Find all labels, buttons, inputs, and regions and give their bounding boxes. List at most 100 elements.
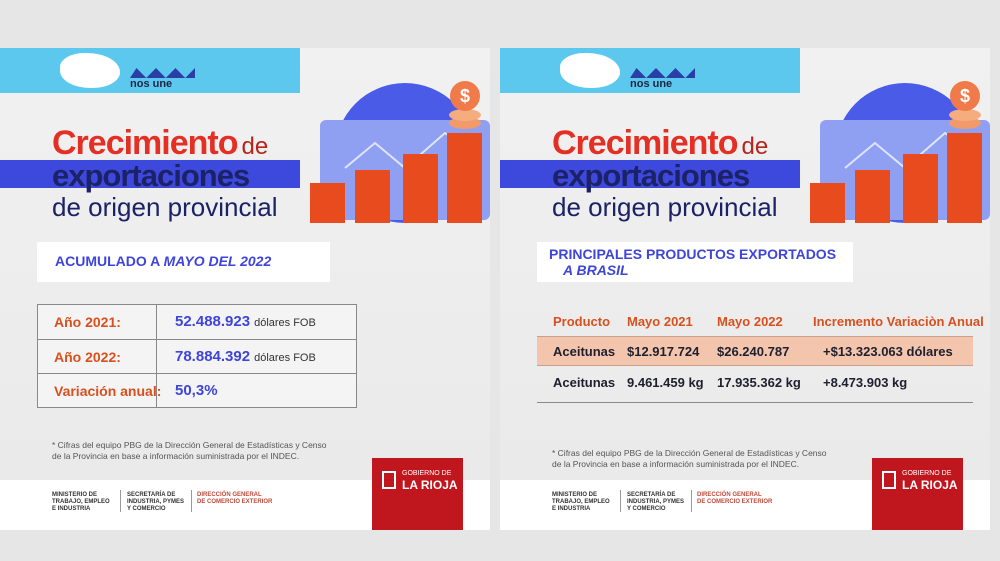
table-row: Año 2022: 78.884.392 dólares FOB <box>38 339 356 374</box>
gov-line-1: GOBIERNO DE <box>902 470 952 477</box>
amount: 52.488.923 <box>175 313 251 330</box>
panel: nos une $ Crecimiento de exportaciones de ori… <box>500 48 990 530</box>
gov-mark <box>882 471 896 489</box>
cell: 9.461.459 kg <box>627 375 704 390</box>
islands-logo <box>560 53 620 88</box>
footer-line: INDUSTRIA, PYMES <box>627 499 685 505</box>
chart-illustration: $ <box>310 81 490 223</box>
subtitle-lead: PRINCIPALES PRODUCTOS EXPORTADOS <box>549 246 837 262</box>
footer-line: SECRETARÍA DE <box>627 492 676 498</box>
table-row: Aceitunas 9.461.459 kg 17.935.362 kg +8.473… <box>537 368 973 398</box>
cell: $26.240.787 <box>717 344 790 359</box>
gov-line-2: LA RIOJA <box>902 478 958 492</box>
subtitle-box: ACUMULADO A MAYO DEL 2022 <box>37 242 330 282</box>
svg-text:$: $ <box>960 86 970 106</box>
footer-line: TRABAJO, EMPLEO <box>52 499 110 505</box>
footer-line: E INDUSTRIA <box>52 506 91 512</box>
title-connector: de <box>241 133 269 160</box>
footer-secretariat: SECRETARÍA DE INDUSTRIA, PYMES Y COMERCIO <box>627 492 684 513</box>
header-band <box>0 48 300 93</box>
cell: Aceitunas <box>553 375 616 390</box>
table-row: Aceitunas $12.917.724 $26.240.787 +$13.323.… <box>537 336 973 366</box>
footer-line: INDUSTRIA, PYMES <box>127 499 185 505</box>
title-line-3: de origen provincial <box>552 192 778 222</box>
footer-direction: DIRECCIÓN GENERAL DE COMERCIO EXTERIOR <box>697 492 772 506</box>
footnote: * Cifras del equipo PBG de la Dirección … <box>552 448 827 470</box>
cell: Aceitunas <box>553 344 616 359</box>
data-table: Año 2021: 52.488.923 dólares FOB Año 2022: 7… <box>37 304 357 408</box>
row-value: 78.884.392 dólares FOB <box>175 348 316 366</box>
slogan: nos une <box>630 78 673 90</box>
header-band <box>500 48 800 93</box>
table-header: Producto Mayo 2021 Mayo 2022 Incremento Var… <box>537 308 984 336</box>
cell: $12.917.724 <box>627 344 700 359</box>
footer-line: Y COMERCIO <box>127 506 166 512</box>
data-table: Producto Mayo 2021 Mayo 2022 Incremento Var… <box>537 308 984 403</box>
footer-line: SECRETARÍA DE <box>127 492 176 498</box>
subtitle-box: PRINCIPALES PRODUCTOS EXPORTADOS A BRASIL <box>537 242 853 282</box>
footer-ministry: MINISTERIO DE TRABAJO, EMPLEO E INDUSTRIA <box>52 492 110 513</box>
gov-line-1: GOBIERNO DE <box>402 470 452 477</box>
gov-mark <box>382 471 396 489</box>
header-cell: Producto <box>553 314 611 329</box>
footer-direction: DIRECCIÓN GENERAL DE COMERCIO EXTERIOR <box>197 492 272 506</box>
footer-divider <box>620 490 621 512</box>
title-line-3: de origen provincial <box>52 192 278 222</box>
unit: dólares FOB <box>254 352 316 364</box>
col-divider <box>156 374 157 408</box>
government-logo: GOBIERNO DE LA RIOJA <box>872 458 963 530</box>
header-cell: Incremento Variaciòn Anual <box>813 314 984 329</box>
footer-line: E INDUSTRIA <box>552 506 591 512</box>
footnote-line: * Cifras del equipo PBG de la Dirección … <box>552 448 827 458</box>
header-cell: Mayo 2022 <box>717 314 783 329</box>
gov-line-2: LA RIOJA <box>402 478 458 492</box>
panel: nos une $ Crecimiento de exportaciones de ori… <box>0 48 490 530</box>
subtitle-emphasis: MAYO DEL 2022 <box>163 253 272 269</box>
footer-secretariat: SECRETARÍA DE INDUSTRIA, PYMES Y COMERCIO <box>127 492 184 513</box>
cell: 17.935.362 kg <box>717 375 801 390</box>
title-line-2: exportaciones <box>552 158 750 193</box>
table-row: Variación anual: 50,3% <box>38 373 356 408</box>
chart-illustration: $ <box>810 81 990 223</box>
row-label: Año 2022: <box>54 349 121 365</box>
header-cell: Mayo 2021 <box>627 314 693 329</box>
amount: 50,3% <box>175 382 218 399</box>
col-divider <box>156 305 157 339</box>
title-stripe <box>500 160 800 188</box>
unit: dólares FOB <box>254 317 316 329</box>
title-line-2: exportaciones <box>52 158 250 193</box>
footer-divider <box>120 490 121 512</box>
footer-line: TRABAJO, EMPLEO <box>552 499 610 505</box>
amount: 78.884.392 <box>175 348 251 365</box>
footnote: * Cifras del equipo PBG de la Dirección … <box>52 440 327 462</box>
footnote-line: de la Provincia en base a información su… <box>552 459 800 469</box>
slogan: nos une <box>130 78 173 90</box>
footer-line: DIRECCIÓN GENERAL <box>197 492 262 498</box>
footer-ministry: MINISTERIO DE TRABAJO, EMPLEO E INDUSTRIA <box>552 492 610 513</box>
title-line-1: Crecimiento de <box>52 124 268 163</box>
subtitle-emphasis: A BRASIL <box>563 262 629 278</box>
row-label: Año 2021: <box>54 314 121 330</box>
footer-line: DIRECCIÓN GENERAL <box>697 492 762 498</box>
government-logo: GOBIERNO DE LA RIOJA <box>372 458 463 530</box>
footer-line: Y COMERCIO <box>627 506 666 512</box>
footer-line: DE COMERCIO EXTERIOR <box>197 499 273 505</box>
title-highlight: Crecimiento <box>552 124 738 162</box>
title-stripe <box>0 160 300 188</box>
cell: +$13.323.063 dólares <box>823 344 953 359</box>
row-value: 50,3% <box>175 382 218 400</box>
row-label: Variación anual: <box>54 383 162 399</box>
footnote-line: * Cifras del equipo PBG de la Dirección … <box>52 440 327 450</box>
title-line-1: Crecimiento de <box>552 124 768 163</box>
footer-divider <box>691 490 692 512</box>
footer-line: DE COMERCIO EXTERIOR <box>697 499 773 505</box>
svg-text:$: $ <box>460 86 470 106</box>
subtitle-lead: ACUMULADO A <box>55 253 164 269</box>
footer-line: MINISTERIO DE <box>552 492 598 498</box>
footnote-line: de la Provincia en base a información su… <box>52 451 300 461</box>
col-divider <box>156 340 157 374</box>
footer-line: MINISTERIO DE <box>52 492 98 498</box>
title-highlight: Crecimiento <box>52 124 238 162</box>
cell: +8.473.903 kg <box>823 375 908 390</box>
